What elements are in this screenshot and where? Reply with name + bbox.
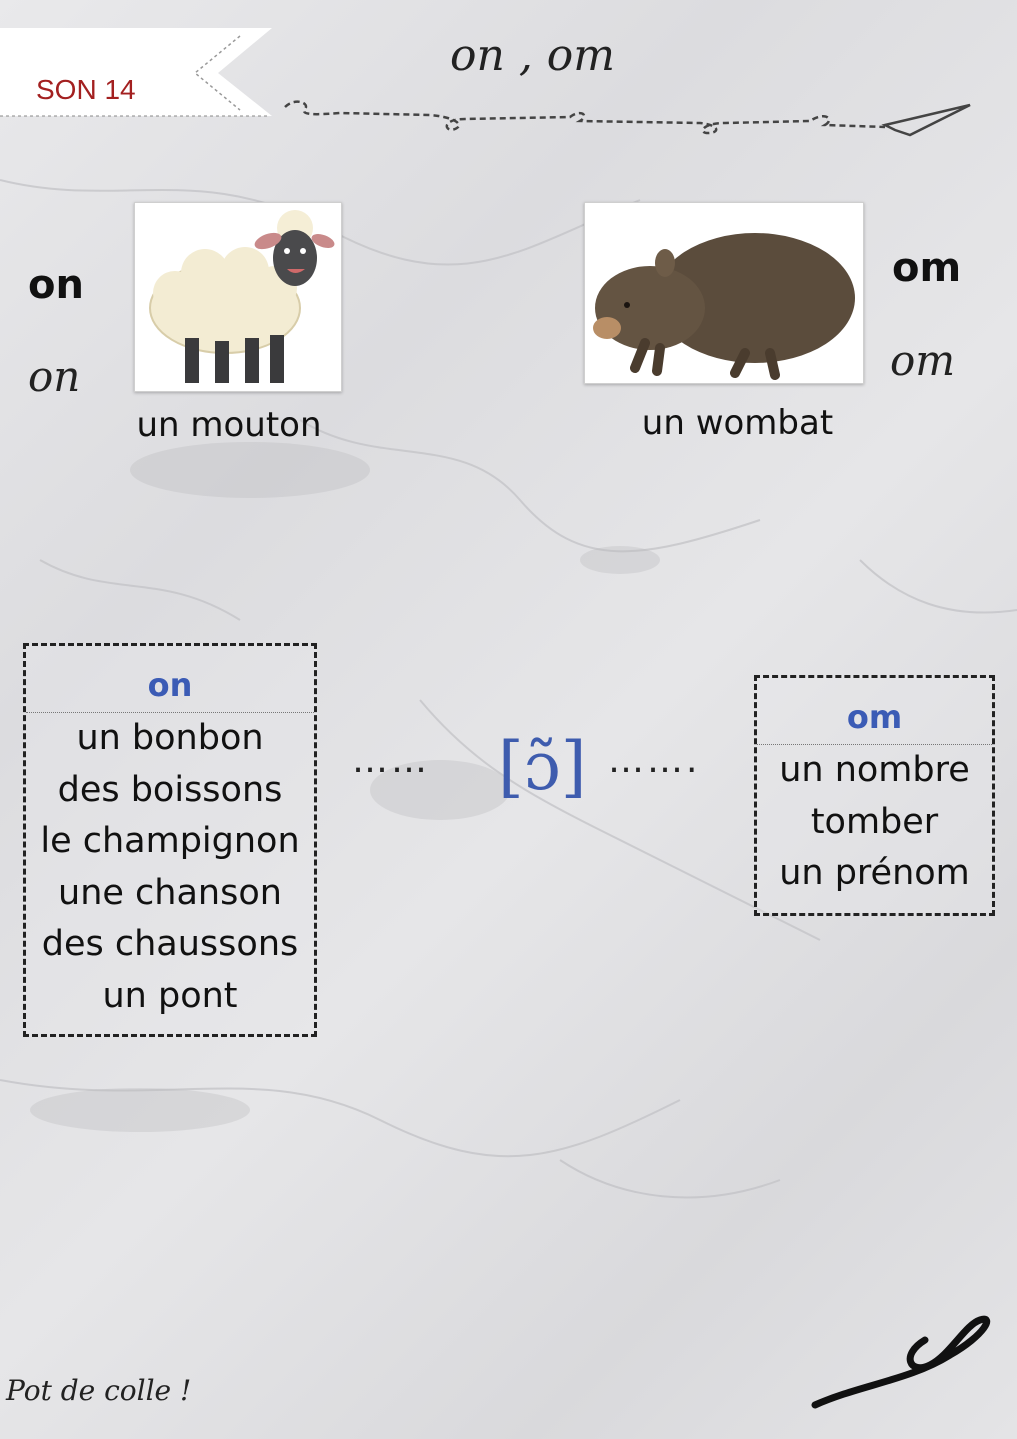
word-item: le champignon	[40, 821, 300, 861]
om-print-label: om	[892, 245, 962, 291]
on-cursive-label: on	[28, 352, 81, 401]
on-print-label: on	[28, 262, 84, 308]
word-item: des boissons	[57, 769, 283, 810]
on-word-box: on un bonbon des boissons le champignon …	[23, 643, 317, 1037]
sheep-caption: un mouton	[136, 405, 322, 445]
word-item: un prénom	[779, 853, 970, 893]
header-banner	[0, 28, 272, 117]
paper-plane-line-icon	[284, 100, 971, 137]
word-item: tomber	[810, 801, 939, 842]
wombat-image	[584, 202, 864, 384]
word-item: un pont	[102, 975, 238, 1016]
word-item: des chaussons	[41, 924, 299, 964]
left-dotted-leader: ……	[352, 740, 430, 781]
word-item: un bonbon	[76, 718, 264, 758]
om-word-list: un nombre tomber un prénom	[757, 745, 992, 900]
on-word-list: un bonbon des boissons le champignon une…	[26, 713, 314, 1022]
footer-credit: Pot de colle !	[6, 1374, 192, 1407]
wombat-caption: un wombat	[641, 403, 834, 443]
on-box-heading: on	[26, 646, 314, 713]
om-word-box: om un nombre tomber un prénom	[754, 675, 995, 916]
wombat-icon	[593, 233, 855, 380]
om-box-heading: om	[757, 678, 992, 745]
word-item: un nombre	[779, 750, 970, 790]
sheep-image	[134, 202, 342, 392]
word-item: une chanson	[58, 872, 282, 913]
phoneme-symbol: [ɔ̃]	[498, 728, 587, 805]
swirl-decoration-icon	[811, 1315, 991, 1409]
right-dotted-leader: …….	[608, 740, 701, 781]
page-title: on , om	[450, 30, 615, 81]
om-cursive-label: om	[890, 336, 956, 385]
banner-label: SON 14	[36, 74, 136, 105]
sheep-icon	[149, 210, 335, 383]
